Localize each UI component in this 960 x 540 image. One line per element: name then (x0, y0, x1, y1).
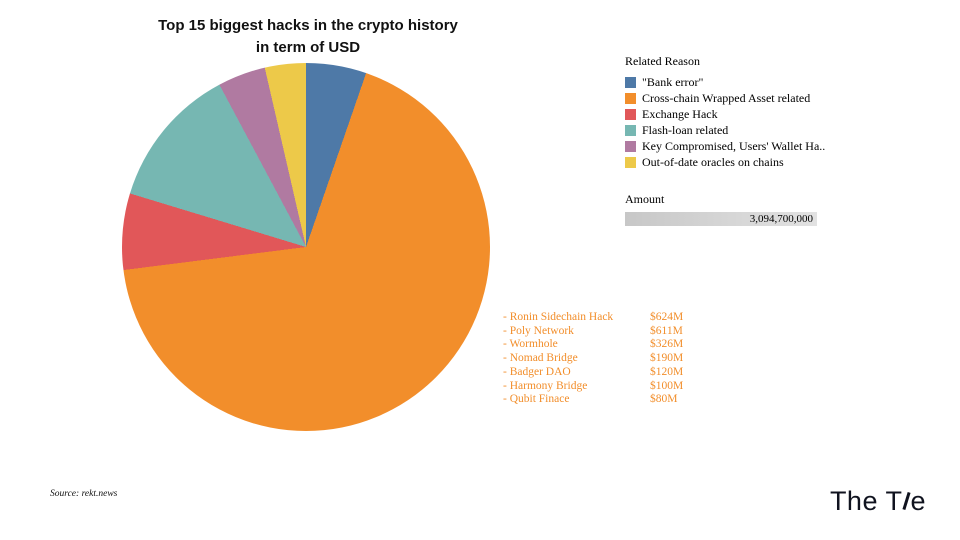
color-legend-items: "Bank error" Cross-chain Wrapped Asset re… (625, 74, 865, 170)
legend-item-label: Out-of-date oracles on chains (642, 154, 784, 169)
legend-item-label: Flash-loan related (642, 122, 729, 137)
annotation-hack-amount: $190M (650, 352, 684, 365)
annotation-row: - Qubit Finace $80M (503, 393, 683, 407)
annotation-hack-name: - Qubit Finace (503, 393, 570, 406)
annotation-hack-amount: $611M (650, 324, 683, 337)
chart-title: Top 15 biggest hacks in the crypto histo… (98, 15, 518, 59)
annotation-hack-name: - Badger DAO (503, 365, 571, 378)
legend-item-label: Key Compromised, Users' Wallet Ha.. (642, 138, 826, 153)
annotation-row: - Badger DAO $120M (503, 366, 683, 380)
annotation-row: - Wormhole $326M (503, 338, 683, 352)
source-note: Source: rekt.news (50, 489, 118, 499)
legend-swatch-icon (625, 140, 636, 152)
color-legend: Related Reason "Bank error" Cross-chain W… (625, 54, 865, 170)
legend-item[interactable]: Exchange Hack (625, 106, 865, 122)
legend-swatch-icon (625, 108, 636, 120)
annotation-hack-name: - Harmony Bridge (503, 379, 588, 392)
legend-item[interactable]: "Bank error" (625, 74, 865, 90)
annotation-hack-amount: $80M (650, 393, 678, 406)
logo-text-right: e (910, 486, 926, 516)
annotation-hack-amount: $120M (650, 365, 684, 378)
annotation-row: - Poly Network $611M (503, 325, 683, 339)
size-legend: Amount 3,094,700,000 (625, 192, 817, 226)
hack-annotation-list: - Ronin Sidechain Hack $624M - Poly Networ… (503, 311, 683, 407)
chart-title-line2: in term of USD (255, 39, 361, 56)
color-legend-title: Related Reason (625, 54, 700, 68)
annotation-hack-amount: $326M (650, 338, 684, 351)
the-tie-logo: The T e (830, 486, 926, 517)
legend-item[interactable]: Key Compromised, Users' Wallet Ha.. (625, 138, 865, 154)
size-legend-bar[interactable]: 3,094,700,000 (625, 212, 817, 226)
logo-text-left: The T (829, 486, 903, 516)
legend-item[interactable]: Flash-loan related (625, 122, 865, 138)
annotation-hack-name: - Nomad Bridge (503, 352, 578, 365)
legend-item-label: Cross-chain Wrapped Asset related (642, 90, 811, 105)
annotation-row: - Nomad Bridge $190M (503, 352, 683, 366)
annotation-hack-amount: $624M (650, 311, 684, 323)
pie-chart[interactable] (122, 63, 490, 431)
legend-swatch-icon (625, 124, 636, 136)
size-legend-title: Amount (625, 192, 665, 206)
size-legend-max-value: 3,094,700,000 (749, 213, 813, 225)
annotation-hack-name: - Ronin Sidechain Hack (503, 311, 614, 323)
legend-item[interactable]: Out-of-date oracles on chains (625, 154, 865, 170)
annotation-row: - Harmony Bridge $100M (503, 380, 683, 394)
chart-title-line1: Top 15 biggest hacks in the crypto histo… (158, 17, 458, 34)
legend-item-label: "Bank error" (642, 74, 704, 89)
legend-swatch-icon (625, 156, 636, 168)
legend-item-label: Exchange Hack (642, 106, 718, 121)
annotation-hack-amount: $100M (650, 379, 684, 392)
legend-swatch-icon (625, 92, 636, 104)
annotation-hack-name: - Wormhole (503, 338, 558, 351)
legend-item[interactable]: Cross-chain Wrapped Asset related (625, 90, 865, 106)
annotation-row: - Ronin Sidechain Hack $624M (503, 311, 683, 325)
legend-swatch-icon (625, 76, 636, 88)
annotation-hack-name: - Poly Network (503, 324, 574, 337)
